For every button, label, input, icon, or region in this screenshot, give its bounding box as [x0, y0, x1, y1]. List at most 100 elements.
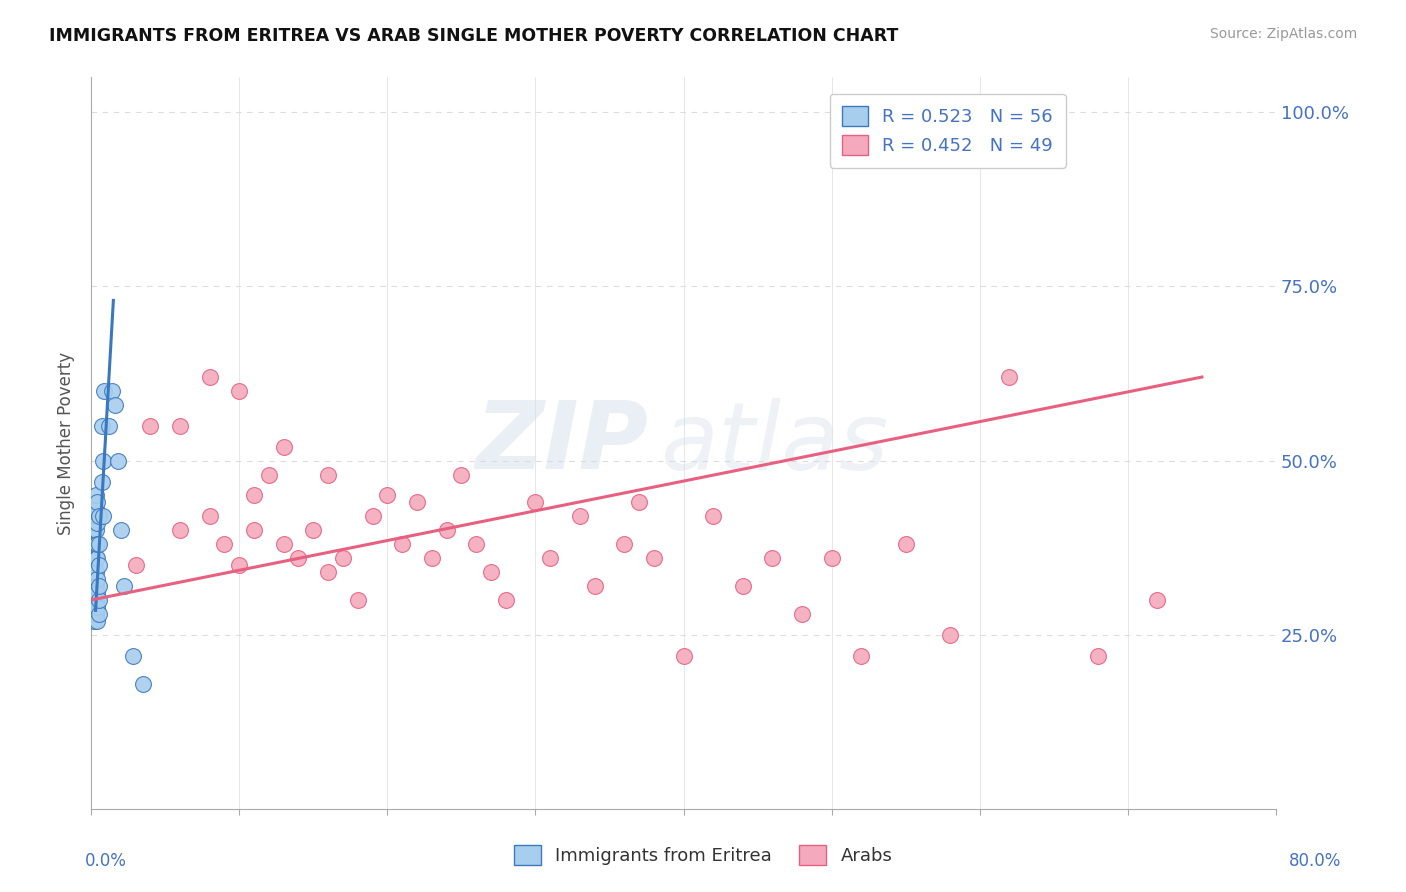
Point	[894, 537, 917, 551]
Point	[465, 537, 488, 551]
Point	[83, 558, 105, 573]
Point	[406, 495, 429, 509]
Point	[628, 495, 651, 509]
Point	[84, 551, 107, 566]
Point	[495, 593, 517, 607]
Point	[84, 579, 107, 593]
Point	[104, 398, 127, 412]
Point	[790, 607, 813, 621]
Point	[939, 628, 962, 642]
Point	[257, 467, 280, 482]
Point	[198, 509, 221, 524]
Point	[479, 565, 502, 579]
Point	[82, 558, 104, 573]
Point	[214, 537, 236, 551]
Point	[731, 579, 754, 593]
Point	[132, 676, 155, 690]
Point	[83, 599, 105, 614]
Point	[243, 488, 266, 502]
Point	[86, 599, 108, 614]
Point	[198, 370, 221, 384]
Point	[84, 565, 107, 579]
Point	[228, 558, 250, 573]
Point	[821, 551, 844, 566]
Point	[86, 614, 108, 628]
Point	[613, 537, 636, 551]
Point	[1146, 593, 1168, 607]
Point	[86, 586, 108, 600]
Point	[761, 551, 783, 566]
Point	[86, 537, 108, 551]
Point	[121, 648, 143, 663]
Point	[91, 453, 114, 467]
Point	[84, 502, 107, 516]
Point	[316, 467, 339, 482]
Point	[998, 370, 1021, 384]
Point	[112, 579, 135, 593]
Point	[124, 558, 146, 573]
Point	[110, 524, 132, 538]
Text: IMMIGRANTS FROM ERITREA VS ARAB SINGLE MOTHER POVERTY CORRELATION CHART: IMMIGRANTS FROM ERITREA VS ARAB SINGLE M…	[49, 27, 898, 45]
Point	[228, 384, 250, 398]
Point	[420, 551, 443, 566]
Point	[82, 607, 104, 621]
Point	[90, 418, 112, 433]
Point	[83, 537, 105, 551]
Point	[83, 565, 105, 579]
Point	[1087, 648, 1109, 663]
Point	[84, 524, 107, 538]
Point	[273, 537, 295, 551]
Point	[83, 572, 105, 586]
Point	[87, 509, 110, 524]
Point	[87, 579, 110, 593]
Point	[84, 537, 107, 551]
Legend: Immigrants from Eritrea, Arabs: Immigrants from Eritrea, Arabs	[506, 838, 900, 872]
Point	[243, 524, 266, 538]
Text: ZIP: ZIP	[475, 397, 648, 489]
Point	[538, 551, 561, 566]
Point	[361, 509, 384, 524]
Point	[82, 565, 104, 579]
Point	[524, 495, 547, 509]
Y-axis label: Single Mother Poverty: Single Mother Poverty	[58, 351, 75, 535]
Point	[391, 537, 413, 551]
Point	[332, 551, 354, 566]
Point	[82, 579, 104, 593]
Point	[87, 593, 110, 607]
Point	[87, 537, 110, 551]
Point	[583, 579, 606, 593]
Point	[83, 524, 105, 538]
Point	[97, 418, 120, 433]
Point	[82, 551, 104, 566]
Point	[86, 551, 108, 566]
Point	[83, 586, 105, 600]
Point	[91, 509, 114, 524]
Point	[86, 516, 108, 531]
Point	[93, 384, 115, 398]
Point	[82, 530, 104, 544]
Point	[851, 648, 873, 663]
Point	[86, 572, 108, 586]
Point	[83, 614, 105, 628]
Point	[87, 607, 110, 621]
Point	[83, 593, 105, 607]
Point	[287, 551, 309, 566]
Point	[643, 551, 665, 566]
Point	[346, 593, 368, 607]
Point	[702, 509, 724, 524]
Point	[169, 524, 191, 538]
Point	[316, 565, 339, 579]
Point	[82, 516, 104, 531]
Point	[672, 648, 695, 663]
Point	[90, 475, 112, 489]
Point	[450, 467, 472, 482]
Point	[302, 524, 325, 538]
Point	[273, 440, 295, 454]
Point	[84, 488, 107, 502]
Point	[82, 544, 104, 558]
Point	[84, 607, 107, 621]
Point	[377, 488, 399, 502]
Text: 0.0%: 0.0%	[84, 852, 127, 870]
Point	[83, 544, 105, 558]
Text: 80.0%: 80.0%	[1288, 852, 1341, 870]
